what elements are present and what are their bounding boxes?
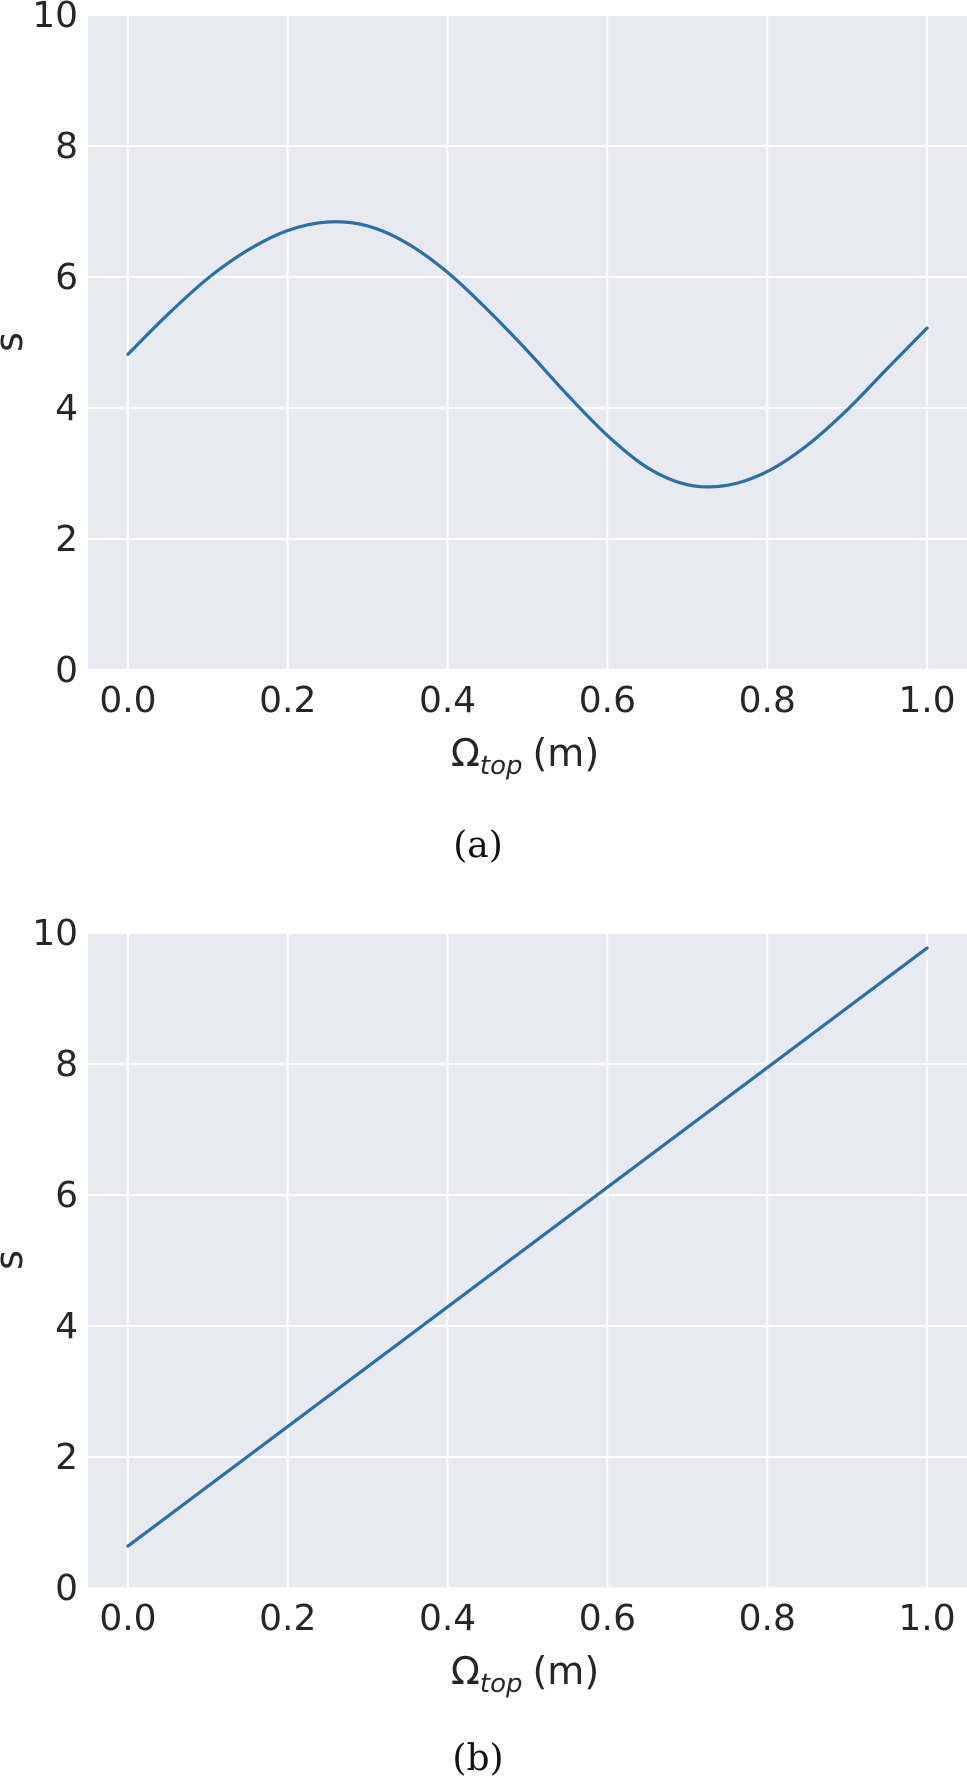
x-tick-label: 0.2: [259, 1598, 316, 1639]
figure-a: 0.0 0.2 0.4 0.6 0.8 1.0 0 2 4 6 8 10 Ωtop(m) s (a): [0, 0, 967, 870]
caption-a: (a): [453, 825, 503, 866]
y-tick-label: 10: [32, 0, 78, 36]
y-tick-labels: 0 2 4 6 8 10: [32, 918, 78, 1609]
y-gridlines: [88, 932, 967, 1589]
x-tick-label: 0.6: [579, 1598, 636, 1639]
caption-b: (b): [452, 1738, 503, 1779]
x-tick-label: 0.4: [419, 1598, 476, 1639]
series-lines: [126, 946, 929, 1548]
y-tick-label: 8: [55, 126, 78, 167]
x-tick-label: 0.6: [579, 680, 636, 721]
y-axis-label: s: [0, 332, 31, 352]
y-tick-label: 10: [32, 918, 78, 954]
series-line: [126, 220, 929, 489]
y-gridlines: [88, 14, 967, 671]
chart-a: 0.0 0.2 0.4 0.6 0.8 1.0 0 2 4 6 8 10 Ωtop(m) s (a): [0, 0, 967, 866]
y-tick-label: 8: [55, 1044, 78, 1085]
y-tick-label: 2: [55, 1437, 78, 1478]
y-tick-label: 6: [55, 1175, 78, 1216]
x-tick-labels: 0.0 0.2 0.4 0.6 0.8 1.0: [99, 680, 955, 721]
y-tick-label: 0: [55, 1568, 78, 1609]
x-tick-label: 0.8: [739, 1598, 796, 1639]
y-axis-label: s: [0, 1250, 31, 1270]
plot-area: [88, 15, 967, 670]
x-tick-label: 1.0: [898, 680, 955, 721]
x-tick-label: 0.4: [419, 680, 476, 721]
chart-b: 0.0 0.2 0.4 0.6 0.8 1.0 0 2 4 6 8 10 Ωtop(m) s (b): [0, 918, 967, 1779]
y-tick-label: 6: [55, 257, 78, 298]
x-tick-label: 0.8: [739, 680, 796, 721]
y-tick-labels: 0 2 4 6 8 10: [32, 0, 78, 691]
x-tick-label: 0.2: [259, 680, 316, 721]
x-axis-label: Ωtop (m): [451, 1649, 599, 1699]
x-axis-label: Ωtop (m): [451, 731, 599, 781]
figure-b: 0.0 0.2 0.4 0.6 0.8 1.0 0 2 4 6 8 10 Ωtop(m) s (b): [0, 918, 967, 1783]
x-tick-labels: 0.0 0.2 0.4 0.6 0.8 1.0: [99, 1598, 955, 1639]
x-tick-label: 0.0: [99, 680, 156, 721]
x-gridlines: [126, 933, 929, 1588]
series-line: [126, 946, 929, 1548]
plot-area: [88, 933, 967, 1588]
y-tick-label: 2: [55, 519, 78, 560]
x-tick-label: 1.0: [898, 1598, 955, 1639]
y-tick-label: 4: [55, 388, 78, 429]
x-tick-label: 0.0: [99, 1598, 156, 1639]
series-lines: [126, 220, 929, 489]
y-tick-label: 0: [55, 650, 78, 691]
y-tick-label: 4: [55, 1306, 78, 1347]
x-gridlines: [126, 15, 929, 670]
